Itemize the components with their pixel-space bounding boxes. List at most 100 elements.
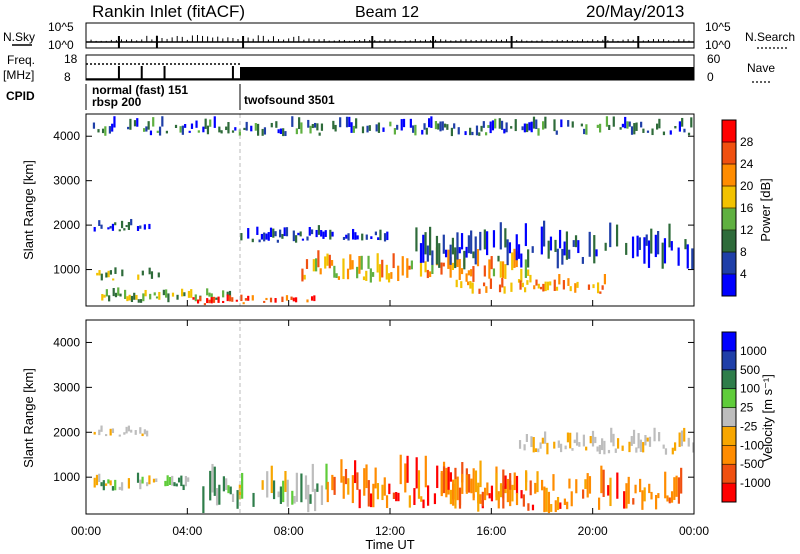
range-cell [117, 287, 120, 296]
range-cell [445, 467, 448, 498]
range-cell [92, 122, 96, 129]
range-cell [515, 492, 519, 506]
range-cell [366, 125, 369, 133]
range-cell [458, 258, 461, 280]
range-cell [502, 469, 505, 499]
range-cell [105, 289, 108, 297]
range-cell [319, 268, 322, 275]
range-cell [678, 121, 681, 132]
range-cell [313, 295, 316, 302]
range-cell [118, 486, 121, 490]
range-cell [471, 282, 474, 294]
range-cell [148, 223, 151, 230]
range-cell [635, 122, 638, 131]
range-cell [627, 476, 630, 504]
time-tick-label: 04:00 [172, 524, 202, 538]
range-cell [112, 287, 115, 297]
range-cell [609, 222, 612, 248]
range-cell [511, 484, 514, 502]
range-cell [320, 485, 324, 505]
range-cell [596, 446, 599, 452]
range-cell [477, 482, 480, 512]
range-cell [575, 432, 579, 446]
range-cell [309, 494, 312, 504]
range-cell [325, 463, 328, 490]
range-cell [440, 470, 443, 497]
range-cell [127, 126, 130, 130]
range-cell [568, 478, 571, 489]
range-cell [497, 255, 500, 262]
range-cell [279, 486, 282, 504]
range-cell [275, 121, 278, 128]
range-cell [465, 246, 468, 258]
freq-panel: Freq. [MHz] 18 8 60 0 Nave [3, 52, 775, 84]
range-cell [535, 119, 538, 130]
range-cell [483, 487, 487, 501]
range-cell [446, 124, 449, 130]
range-cell [480, 125, 483, 132]
range-cell [554, 500, 557, 513]
range-cell [142, 293, 145, 302]
range-cell [591, 430, 595, 447]
range-cell [324, 256, 327, 269]
range-cell [654, 234, 657, 258]
range-cell [127, 221, 130, 230]
range-cell [426, 269, 429, 279]
range-cell [209, 470, 212, 501]
range-cell [470, 478, 473, 493]
range-cell [619, 127, 622, 130]
range-cell [476, 249, 480, 267]
range-cell [515, 475, 519, 495]
range-cell [494, 118, 497, 129]
range-cell [350, 122, 353, 133]
range-cell [570, 491, 573, 507]
range-cell [529, 274, 532, 283]
range-cell [481, 491, 484, 507]
range-cell [686, 244, 689, 269]
range-cell [342, 236, 346, 240]
range-cell [449, 244, 452, 265]
range-cell [266, 471, 269, 498]
range-cell [376, 483, 380, 500]
range-cell [528, 122, 531, 131]
range-cell [231, 130, 235, 133]
range-cell [454, 467, 457, 487]
range-cell [97, 129, 100, 133]
range-cell [385, 264, 388, 280]
range-cell [569, 286, 572, 292]
range-cell [664, 471, 667, 499]
range-cell [375, 124, 378, 132]
range-cell [537, 283, 540, 289]
range-cell [687, 437, 690, 447]
range-cell [527, 269, 530, 276]
range-cell [557, 440, 560, 448]
nave-tick-low: 0 [707, 70, 714, 84]
range-cell [100, 224, 103, 229]
range-cell [109, 225, 112, 229]
range-cell [582, 489, 585, 499]
range-cell [458, 487, 462, 509]
range-cell [580, 123, 583, 127]
range-cell [505, 122, 508, 133]
range-cell [135, 294, 138, 300]
range-cell [447, 466, 450, 490]
time-axis-label: Time UT [365, 537, 414, 552]
range-cell [479, 460, 482, 488]
range-cell [269, 227, 273, 238]
range-cell [234, 127, 237, 131]
range-cell [157, 272, 160, 278]
range-cell [334, 124, 337, 132]
range-cell [489, 278, 493, 289]
range-cell [345, 234, 348, 239]
velocity-ylabel: Slant Range [km] [21, 368, 36, 468]
colorbar-swatch [722, 332, 736, 352]
range-cell [625, 483, 628, 509]
range-cell [431, 250, 434, 265]
range-cell [167, 293, 170, 303]
range-cell [318, 132, 321, 136]
range-cell [136, 226, 140, 231]
range-cell [424, 455, 427, 488]
range-cell [111, 486, 115, 491]
range-cell [586, 473, 589, 498]
power-ylabel: Slant Range [km] [21, 160, 36, 260]
